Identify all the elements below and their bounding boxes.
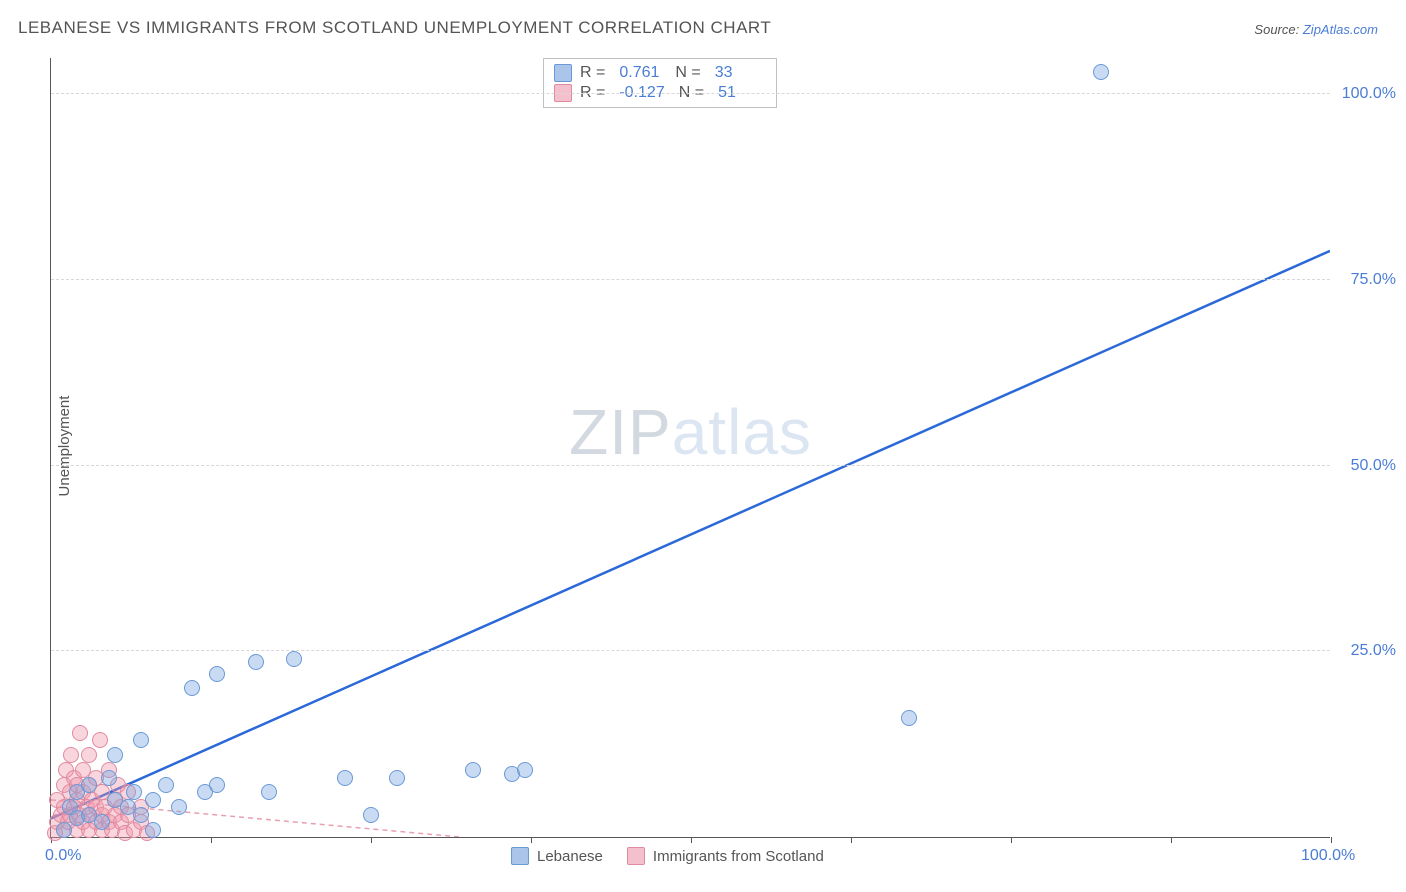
swatch-blue-icon	[554, 64, 572, 82]
y-tick-label: 75.0%	[1351, 271, 1396, 289]
data-point	[72, 725, 88, 741]
x-tick	[531, 837, 532, 843]
chart-title: LEBANESE VS IMMIGRANTS FROM SCOTLAND UNE…	[18, 18, 771, 38]
r-label: R =	[580, 64, 605, 82]
x-tick	[691, 837, 692, 843]
r-value-lebanese: 0.761	[613, 64, 667, 82]
legend: Lebanese Immigrants from Scotland	[511, 847, 824, 865]
y-tick-label: 25.0%	[1351, 642, 1396, 660]
watermark: ZIPatlas	[569, 395, 812, 469]
correlation-stats-box: R = 0.761 N = 33 R = -0.127 N = 51	[543, 58, 777, 108]
x-tick	[1331, 837, 1332, 843]
data-point	[133, 807, 149, 823]
x-tick	[851, 837, 852, 843]
n-label: N =	[675, 64, 700, 82]
data-point	[94, 814, 110, 830]
stats-row-lebanese: R = 0.761 N = 33	[554, 63, 766, 83]
data-point	[145, 822, 161, 838]
x-tick-label: 0.0%	[45, 847, 81, 865]
source-attribution: Source: ZipAtlas.com	[1254, 22, 1378, 37]
data-point	[63, 747, 79, 763]
data-point	[248, 654, 264, 670]
x-tick	[1011, 837, 1012, 843]
data-point	[363, 807, 379, 823]
legend-item-lebanese: Lebanese	[511, 847, 603, 865]
data-point	[133, 732, 149, 748]
x-tick	[1171, 837, 1172, 843]
data-point	[126, 784, 142, 800]
source-link[interactable]: ZipAtlas.com	[1303, 22, 1378, 37]
legend-swatch-pink-icon	[627, 847, 645, 865]
trendlines-svg	[51, 58, 1330, 837]
data-point	[286, 651, 302, 667]
data-point	[209, 777, 225, 793]
gridline	[51, 465, 1330, 466]
data-point	[56, 822, 72, 838]
source-label: Source:	[1254, 22, 1299, 37]
y-tick-label: 50.0%	[1351, 457, 1396, 475]
data-point	[901, 710, 917, 726]
data-point	[465, 762, 481, 778]
data-point	[1093, 64, 1109, 80]
data-point	[92, 732, 108, 748]
watermark-zip: ZIP	[569, 396, 672, 468]
gridline	[51, 93, 1330, 94]
data-point	[145, 792, 161, 808]
gridline	[51, 650, 1330, 651]
watermark-atlas: atlas	[672, 396, 812, 468]
data-point	[389, 770, 405, 786]
legend-label-lebanese: Lebanese	[537, 848, 603, 865]
data-point	[101, 770, 117, 786]
data-point	[184, 680, 200, 696]
data-point	[261, 784, 277, 800]
y-tick-label: 100.0%	[1342, 85, 1396, 103]
data-point	[517, 762, 533, 778]
x-tick	[371, 837, 372, 843]
data-point	[81, 777, 97, 793]
gridline	[51, 279, 1330, 280]
x-tick-label: 100.0%	[1301, 847, 1355, 865]
data-point	[107, 747, 123, 763]
n-value-lebanese: 33	[709, 64, 763, 82]
data-point	[337, 770, 353, 786]
data-point	[158, 777, 174, 793]
data-point	[171, 799, 187, 815]
x-tick	[211, 837, 212, 843]
data-point	[81, 747, 97, 763]
legend-label-scotland: Immigrants from Scotland	[653, 848, 824, 865]
chart-plot-area: ZIPatlas R = 0.761 N = 33 R = -0.127 N =…	[50, 58, 1330, 838]
legend-item-scotland: Immigrants from Scotland	[627, 847, 824, 865]
legend-swatch-blue-icon	[511, 847, 529, 865]
data-point	[209, 666, 225, 682]
